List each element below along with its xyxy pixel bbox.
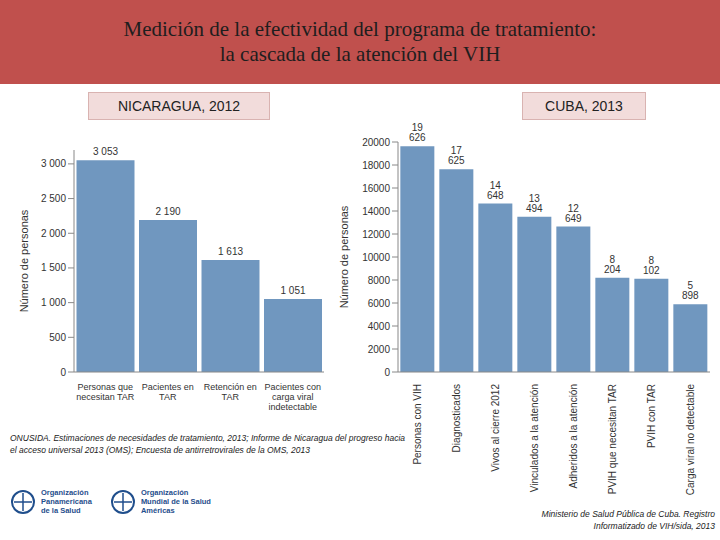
svg-text:18000: 18000 (362, 160, 390, 171)
svg-text:20000: 20000 (362, 137, 390, 148)
svg-text:2 500: 2 500 (41, 193, 66, 204)
svg-text:1 000: 1 000 (41, 297, 66, 308)
svg-text:14648: 14648 (487, 180, 504, 201)
html-text:NICARAGUA, 2012: NICARAGUA, 2012 (117, 98, 241, 114)
svg-text:8000: 8000 (368, 275, 391, 286)
html-text:Medición de la efectividad del: Medición de la efectividad del programa … (123, 17, 597, 41)
svg-text:0: 0 (60, 367, 66, 378)
html-text:la cascada de la atención del: la cascada de la atención del VIH (219, 42, 501, 66)
html-text:Américas: Américas (140, 506, 175, 515)
svg-text:Retención enTAR: Retención enTAR (204, 382, 257, 402)
html-text:Panamericana: Panamericana (41, 497, 92, 506)
svg-text:10000: 10000 (362, 252, 390, 263)
svg-text:Diagnosticados: Diagnosticados (451, 384, 462, 452)
html-text:Organización: Organización (140, 488, 189, 497)
svg-text:1 613: 1 613 (218, 246, 243, 257)
svg-text:PVIH con TAR: PVIH con TAR (646, 384, 657, 448)
svg-text:2000: 2000 (368, 344, 391, 355)
svg-text:Vinculados a la atención: Vinculados a la atención (529, 384, 540, 492)
svg-text:Personas con VIH: Personas con VIH (412, 384, 423, 465)
svg-text:5898: 5898 (682, 280, 699, 301)
svg-text:12649: 12649 (565, 203, 582, 224)
svg-text:PVIH que necesitan TAR: PVIH que necesitan TAR (607, 384, 618, 494)
svg-text:Personas quenecesitan TAR: Personas quenecesitan TAR (76, 382, 135, 402)
svg-text:14000: 14000 (362, 206, 390, 217)
svg-text:2 190: 2 190 (155, 206, 180, 217)
svg-text:8102: 8102 (643, 255, 660, 276)
svg-text:6000: 6000 (368, 298, 391, 309)
svg-text:16000: 16000 (362, 183, 390, 194)
svg-text:19626: 19626 (409, 122, 426, 143)
svg-text:2 000: 2 000 (41, 228, 66, 239)
svg-text:12000: 12000 (362, 229, 390, 240)
svg-text:Pacientes concarga viralindete: Pacientes concarga viralindetectable (264, 382, 321, 412)
svg-text:0: 0 (384, 367, 390, 378)
html-text:CUBA, 2013: CUBA, 2013 (545, 98, 623, 114)
svg-text:Número de personas: Número de personas (338, 205, 350, 308)
svg-text:3 000: 3 000 (41, 158, 66, 169)
svg-text:13494: 13494 (526, 193, 543, 214)
svg-text:4000: 4000 (368, 321, 391, 332)
html-text:Ministerio de Salud Pública de: Ministerio de Salud Pública de Cuba. Reg… (541, 509, 715, 531)
html-text:Organización: Organización (41, 488, 89, 497)
svg-text:Adheridos a la atención: Adheridos a la atención (568, 384, 579, 489)
svg-text:Pacientes enTAR: Pacientes enTAR (142, 382, 194, 402)
svg-text:3 053: 3 053 (93, 146, 118, 157)
svg-text:8204: 8204 (604, 254, 621, 275)
svg-text:Número de personas: Número de personas (18, 209, 30, 312)
svg-text:1 051: 1 051 (280, 285, 305, 296)
svg-text:Vivos al cierre 2012: Vivos al cierre 2012 (490, 384, 501, 472)
html-text:de la Salud: de la Salud (41, 506, 81, 515)
svg-text:17625: 17625 (448, 145, 465, 166)
html-text:Mundial de la Salud: Mundial de la Salud (140, 497, 211, 506)
svg-text:500: 500 (49, 332, 66, 343)
html-text:ONUSIDA. Estimaciones de neces: ONUSIDA. Estimaciones de necesidades de … (10, 433, 405, 455)
svg-text:Carga viral no detectable: Carga viral no detectable (685, 384, 696, 496)
svg-text:1 500: 1 500 (41, 262, 66, 273)
